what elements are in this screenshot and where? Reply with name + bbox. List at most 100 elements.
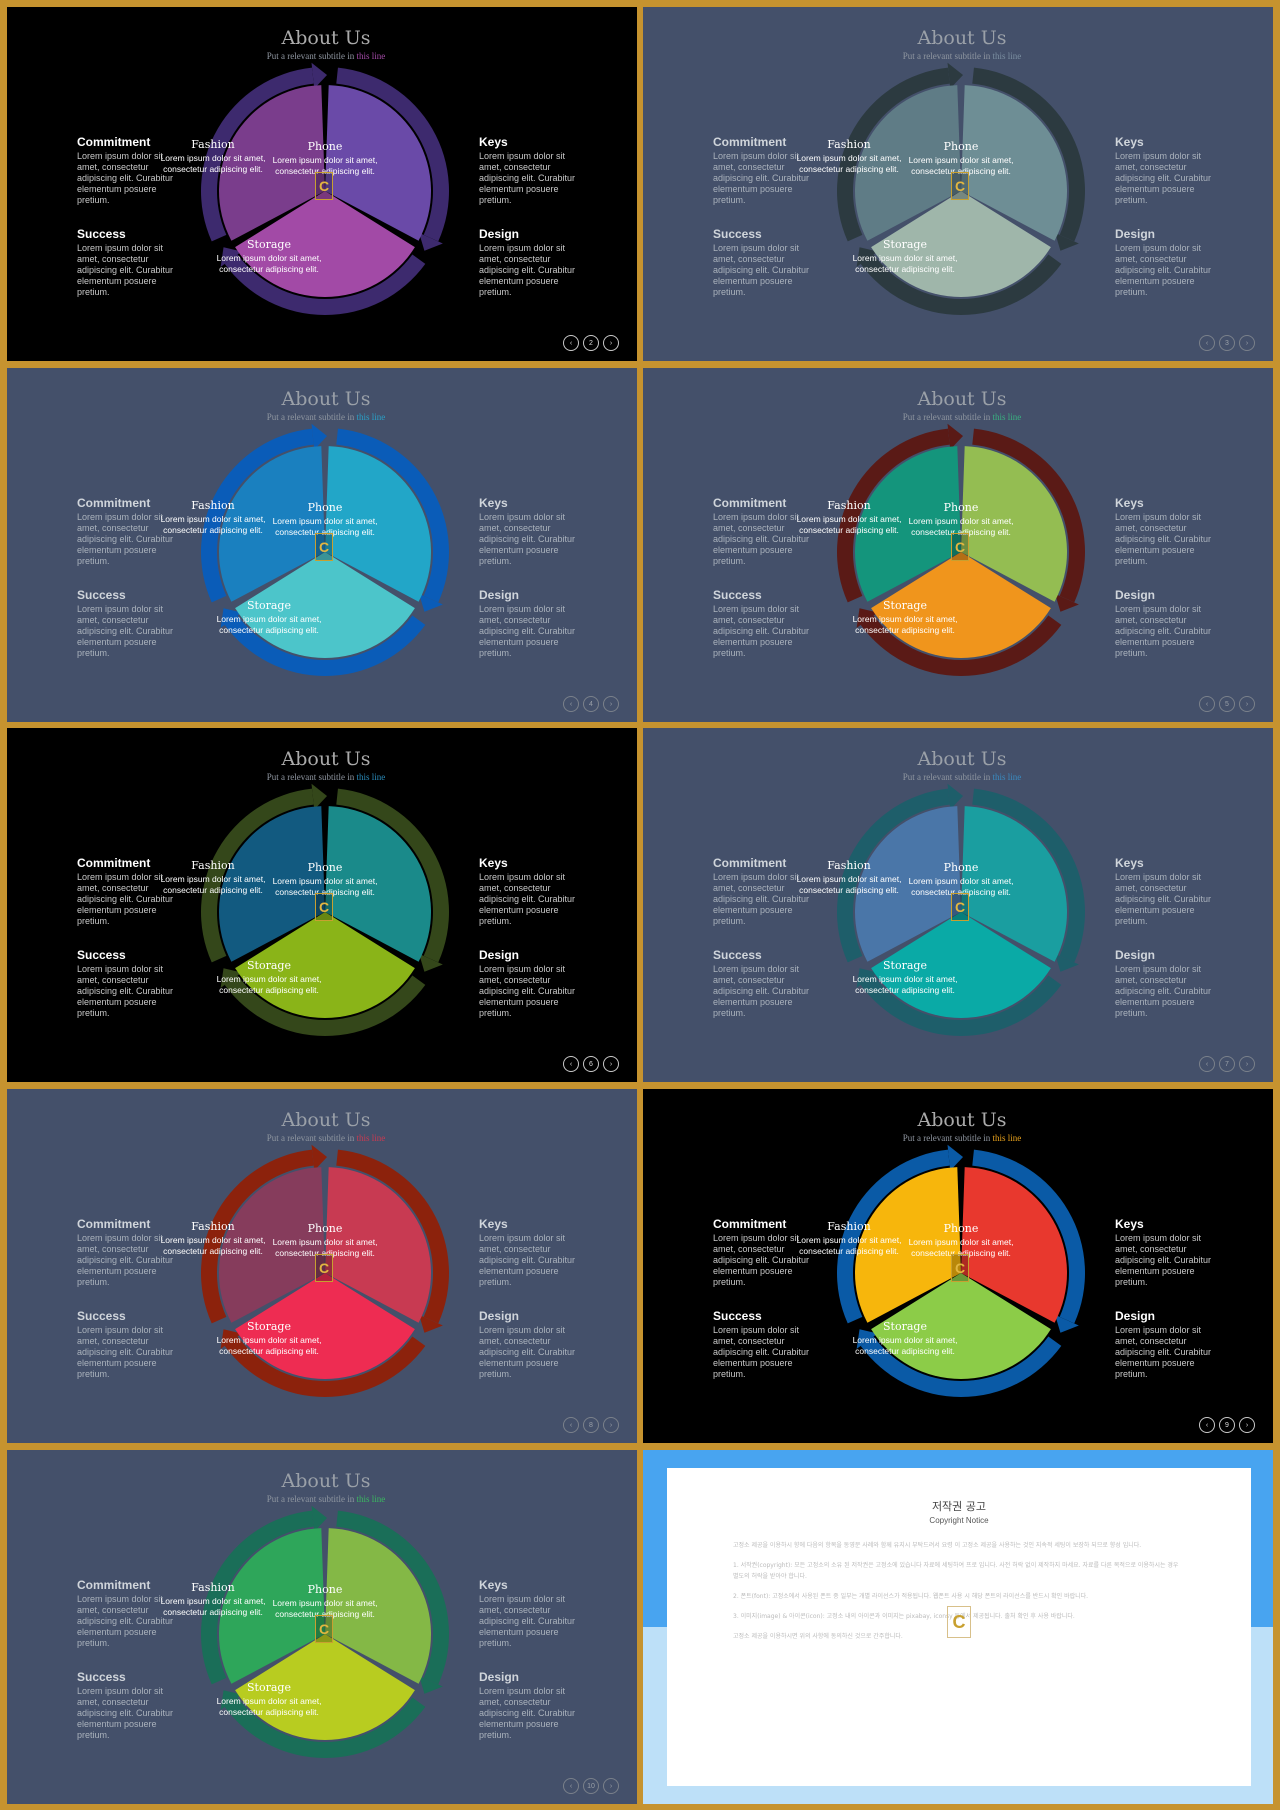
ring-arc-storage — [224, 615, 426, 676]
segment-label-fashion: Fashion Lorem ipsum dolor sit amet, conse… — [796, 499, 902, 535]
subtitle-highlight: this line — [356, 1133, 386, 1143]
ring-arrow-phone — [419, 953, 443, 972]
segment-fashion — [855, 85, 961, 241]
next-button[interactable]: › — [603, 1778, 619, 1794]
ring-arc-fashion — [837, 1149, 950, 1324]
ring-arrow-fashion — [311, 1505, 328, 1532]
ring-arrow-fashion — [947, 783, 964, 810]
prev-button[interactable]: ‹ — [563, 335, 579, 351]
next-button[interactable]: › — [1239, 696, 1255, 712]
slide-subtitle: Put a relevant subtitle in this line — [902, 1133, 1022, 1143]
page-number: 3 — [1219, 335, 1235, 351]
next-button[interactable]: › — [1239, 1056, 1255, 1072]
pager: ‹ 4 › — [563, 696, 619, 712]
segment-label-fashion: Fashion Lorem ipsum dolor sit amet, conse… — [160, 1581, 266, 1617]
logo-icon: C — [315, 1254, 333, 1282]
slide-title: About Us — [917, 1109, 1007, 1131]
feature-keys: Keys Lorem ipsum dolor sit amet, consecte… — [1115, 1217, 1212, 1287]
feature-keys: Keys Lorem ipsum dolor sit amet, consecte… — [479, 135, 576, 205]
ring-arc-phone — [336, 67, 449, 242]
feature-commitment: Commitment Lorem ipsum dolor sit amet, co… — [77, 1578, 174, 1648]
ring-arrow-storage — [856, 247, 878, 267]
next-button[interactable]: › — [1239, 335, 1255, 351]
notice-body: 고정소 제공을 이용하시 향에 다음의 항목을 동영문 사례와 함께 유지시 부… — [733, 1540, 1185, 1651]
feature-commitment: Commitment Lorem ipsum dolor sit amet, co… — [713, 856, 810, 926]
segment-label-phone: Phone Lorem ipsum dolor sit amet, consect… — [272, 140, 378, 176]
feature-commitment: Commitment Lorem ipsum dolor sit amet, co… — [713, 496, 810, 566]
pager: ‹ 10 › — [563, 1778, 619, 1794]
prev-button[interactable]: ‹ — [1199, 335, 1215, 351]
subtitle-highlight: this line — [992, 412, 1022, 422]
logo-icon: C — [315, 1615, 333, 1643]
ring-arrow-storage — [220, 247, 242, 267]
next-button[interactable]: › — [603, 1417, 619, 1433]
slide-title: About Us — [917, 388, 1007, 410]
slide-title: About Us — [281, 748, 371, 770]
feature-design: Design Lorem ipsum dolor sit amet, consec… — [479, 1309, 576, 1379]
ring-arc-fashion — [837, 67, 950, 242]
segment-fashion — [219, 85, 325, 241]
segment-fashion — [219, 806, 325, 962]
feature-commitment: Commitment Lorem ipsum dolor sit amet, co… — [713, 135, 810, 205]
segment-storage — [235, 191, 415, 297]
slide-7: About Us Put a relevant subtitle in this … — [643, 728, 1273, 1082]
prev-button[interactable]: ‹ — [1199, 1417, 1215, 1433]
segment-storage — [235, 1273, 415, 1379]
slide-subtitle: Put a relevant subtitle in this line — [266, 1494, 386, 1504]
next-button[interactable]: › — [603, 696, 619, 712]
prev-button[interactable]: ‹ — [563, 1778, 579, 1794]
slide-4: About Us Put a relevant subtitle in this … — [7, 368, 637, 722]
ring-arc-storage — [224, 1697, 426, 1758]
prev-button[interactable]: ‹ — [563, 696, 579, 712]
feature-design: Design Lorem ipsum dolor sit amet, consec… — [479, 948, 576, 1018]
next-button[interactable]: › — [603, 335, 619, 351]
ring-arrow-fashion — [311, 1144, 328, 1171]
page-number: 9 — [1219, 1417, 1235, 1433]
feature-design: Design Lorem ipsum dolor sit amet, consec… — [479, 227, 576, 297]
feature-success: Success Lorem ipsum dolor sit amet, conse… — [77, 948, 174, 1018]
segment-label-storage: Storage Lorem ipsum dolor sit amet, conse… — [216, 1681, 322, 1717]
slide-8: About Us Put a relevant subtitle in this … — [7, 1089, 637, 1443]
prev-button[interactable]: ‹ — [1199, 1056, 1215, 1072]
ring-arc-storage — [224, 1336, 426, 1397]
segment-label-fashion: Fashion Lorem ipsum dolor sit amet, conse… — [160, 138, 266, 174]
logo-icon: C — [951, 893, 969, 921]
segment-storage — [871, 191, 1051, 297]
segment-label-storage: Storage Lorem ipsum dolor sit amet, conse… — [852, 1320, 958, 1356]
segment-phone — [961, 85, 1067, 241]
ring-arrow-storage — [220, 968, 242, 988]
segment-label-phone: Phone Lorem ipsum dolor sit amet, consect… — [272, 861, 378, 897]
segment-label-phone: Phone Lorem ipsum dolor sit amet, consect… — [908, 861, 1014, 897]
ring-arrow-phone — [419, 1314, 443, 1333]
cycle-diagram — [837, 783, 1085, 1036]
prev-button[interactable]: ‹ — [1199, 696, 1215, 712]
segment-phone — [325, 806, 431, 962]
prev-button[interactable]: ‹ — [563, 1417, 579, 1433]
feature-success: Success Lorem ipsum dolor sit amet, conse… — [77, 1309, 174, 1379]
feature-keys: Keys Lorem ipsum dolor sit amet, consecte… — [1115, 856, 1212, 926]
segment-storage — [871, 552, 1051, 658]
prev-button[interactable]: ‹ — [563, 1056, 579, 1072]
slide-subtitle: Put a relevant subtitle in this line — [266, 412, 386, 422]
segment-label-phone: Phone Lorem ipsum dolor sit amet, consect… — [908, 501, 1014, 537]
next-button[interactable]: › — [603, 1056, 619, 1072]
ring-arc-phone — [972, 1149, 1085, 1324]
feature-design: Design Lorem ipsum dolor sit amet, consec… — [479, 588, 576, 658]
ring-arc-storage — [860, 1336, 1062, 1397]
ring-arc-fashion — [201, 788, 314, 963]
segment-fashion — [219, 1167, 325, 1323]
segment-storage — [871, 1273, 1051, 1379]
slide-6: About Us Put a relevant subtitle in this … — [7, 728, 637, 1082]
subtitle-highlight: this line — [992, 51, 1022, 61]
ring-arc-storage — [860, 254, 1062, 315]
segment-fashion — [855, 446, 961, 602]
segment-storage — [235, 1634, 415, 1740]
page-number: 6 — [583, 1056, 599, 1072]
ring-arc-storage — [860, 975, 1062, 1036]
subtitle-highlight: this line — [356, 1494, 386, 1504]
next-button[interactable]: › — [1239, 1417, 1255, 1433]
notice-card: 저작권 공고 Copyright Notice 고정소 제공을 이용하시 향에 … — [667, 1468, 1251, 1786]
ring-arrow-fashion — [311, 423, 328, 450]
ring-arrow-fashion — [311, 62, 328, 89]
pager: ‹ 5 › — [1199, 696, 1255, 712]
